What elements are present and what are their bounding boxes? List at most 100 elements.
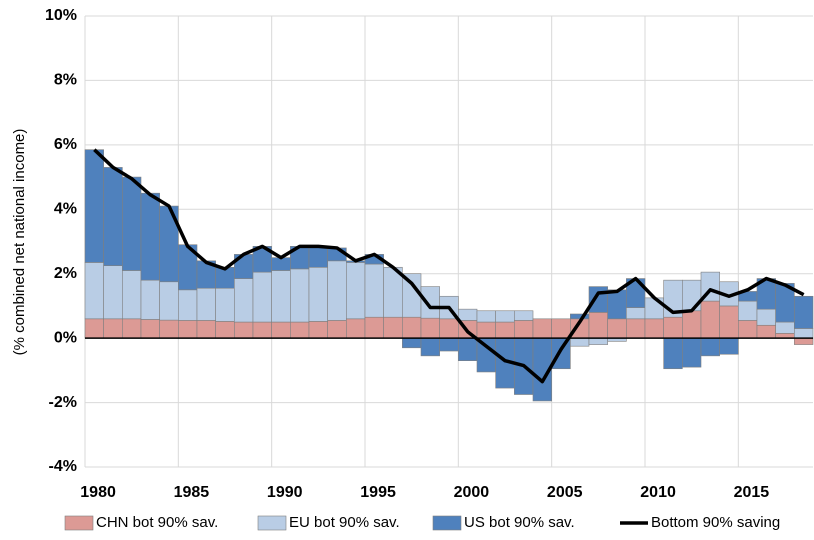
bar-segment bbox=[215, 287, 235, 322]
bar-segment bbox=[308, 321, 328, 339]
bar-segment bbox=[290, 268, 310, 323]
bar-segment bbox=[607, 318, 627, 339]
bar-segment bbox=[794, 337, 814, 345]
y-tick-label: 0% bbox=[54, 329, 77, 346]
x-tick-label: 1995 bbox=[360, 484, 396, 501]
bar-segment bbox=[103, 167, 123, 266]
bar-segment bbox=[439, 337, 459, 352]
bar-segment bbox=[420, 317, 440, 339]
bar-segment bbox=[700, 300, 720, 339]
bar-segment bbox=[215, 321, 235, 339]
bar-segment bbox=[682, 279, 702, 312]
bar-segment bbox=[532, 318, 552, 339]
bar-segment bbox=[551, 318, 571, 339]
bar-segment bbox=[308, 266, 328, 322]
bar-segment bbox=[84, 318, 104, 339]
bar-segment bbox=[178, 320, 198, 339]
y-tick-label: -2% bbox=[49, 394, 77, 411]
bar-segment bbox=[140, 192, 160, 281]
bar-segment bbox=[252, 321, 272, 339]
bar-segment bbox=[364, 263, 384, 318]
bar-segment bbox=[719, 337, 739, 355]
bar-segment bbox=[308, 246, 328, 268]
bar-segment bbox=[346, 262, 366, 320]
x-tick-label: 2015 bbox=[734, 484, 770, 501]
bar-segment bbox=[140, 279, 160, 320]
bar-segment bbox=[738, 300, 758, 321]
bar-segment bbox=[420, 337, 440, 357]
bar-segment bbox=[588, 286, 608, 313]
bar-segment bbox=[159, 319, 179, 339]
bar-segment bbox=[682, 337, 702, 368]
bar-segment bbox=[644, 318, 664, 339]
bar-segment bbox=[234, 321, 254, 339]
bar-segment bbox=[402, 337, 422, 349]
y-tick-label: 10% bbox=[45, 7, 77, 24]
y-tick-label: -4% bbox=[49, 458, 77, 475]
bar-segment bbox=[290, 321, 310, 339]
bar-segment bbox=[271, 257, 291, 271]
legend-label: US bot 90% sav. bbox=[464, 514, 575, 531]
bar-segment bbox=[588, 312, 608, 339]
bar-segment bbox=[476, 321, 496, 339]
bar-segment bbox=[700, 337, 720, 357]
bar-segment bbox=[495, 321, 515, 339]
x-tick-label: 2010 bbox=[640, 484, 676, 501]
bar-segment bbox=[514, 320, 534, 339]
bar-segment bbox=[84, 262, 104, 320]
legend-swatch bbox=[257, 515, 287, 531]
bar-segment bbox=[420, 286, 440, 319]
y-axis-label: (% combined net national income) bbox=[11, 129, 28, 356]
bar-segment bbox=[756, 324, 776, 339]
bar-segment bbox=[738, 320, 758, 339]
bar-segment bbox=[458, 337, 478, 361]
bar-segment bbox=[588, 337, 608, 345]
x-tick-label: 1985 bbox=[174, 484, 210, 501]
bar-segment bbox=[364, 316, 384, 339]
y-tick-label: 8% bbox=[54, 72, 77, 89]
legend-label: EU bot 90% sav. bbox=[289, 514, 400, 531]
bar-segment bbox=[663, 337, 683, 370]
bar-segment bbox=[794, 328, 814, 339]
y-tick-label: 2% bbox=[54, 265, 77, 282]
y-tick-label: 4% bbox=[54, 201, 77, 218]
legend-swatch bbox=[64, 515, 94, 531]
x-tick-label: 2000 bbox=[454, 484, 490, 501]
bar-segment bbox=[103, 265, 123, 320]
bar-segment bbox=[458, 308, 478, 321]
bar-segment bbox=[122, 270, 142, 320]
bar-segment bbox=[495, 310, 515, 323]
bar-segment bbox=[607, 289, 627, 320]
bar-segment bbox=[383, 316, 403, 339]
bar-segment bbox=[196, 287, 216, 321]
bar-segment bbox=[775, 321, 795, 334]
y-tick-label: 6% bbox=[54, 136, 77, 153]
bar-segment bbox=[756, 308, 776, 326]
bar-segment bbox=[122, 318, 142, 339]
bar-segment bbox=[682, 310, 702, 339]
bar-segment bbox=[122, 176, 142, 271]
x-tick-label: 1990 bbox=[267, 484, 303, 501]
legend-swatch bbox=[432, 515, 462, 531]
line bbox=[93, 148, 805, 384]
bar-segment bbox=[402, 273, 422, 318]
bar-segment bbox=[140, 319, 160, 339]
legend-label: Bottom 90% saving bbox=[651, 514, 780, 531]
bar-segment bbox=[626, 307, 646, 320]
bar-segment bbox=[178, 289, 198, 321]
bar-segment bbox=[84, 149, 104, 263]
bar-segment bbox=[570, 337, 590, 347]
bar-segment bbox=[476, 310, 496, 323]
bar-segment bbox=[327, 320, 347, 339]
bar-segment bbox=[159, 281, 179, 321]
bar-segment bbox=[196, 320, 216, 339]
bar-segment bbox=[103, 318, 123, 339]
x-tick-label: 2005 bbox=[547, 484, 583, 501]
bar-segment bbox=[402, 316, 422, 339]
bar-segment bbox=[327, 260, 347, 321]
bar-segment bbox=[626, 318, 646, 339]
bar-segment bbox=[439, 318, 459, 339]
bar-segment bbox=[271, 321, 291, 339]
x-tick-label: 1980 bbox=[80, 484, 116, 501]
